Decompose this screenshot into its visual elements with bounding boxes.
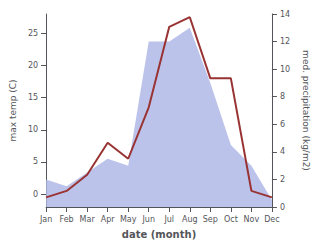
svg-text:8: 8	[280, 92, 285, 101]
svg-text:max temp (C): max temp (C)	[8, 79, 18, 141]
svg-text:Dec: Dec	[264, 215, 279, 224]
svg-text:10: 10	[28, 125, 38, 134]
svg-text:Jan: Jan	[39, 215, 52, 224]
svg-text:15: 15	[28, 93, 38, 102]
svg-text:2: 2	[280, 175, 285, 184]
svg-text:May: May	[120, 215, 137, 224]
svg-text:0: 0	[33, 190, 38, 199]
svg-text:10: 10	[280, 65, 290, 74]
svg-text:20: 20	[28, 61, 38, 70]
svg-text:Feb: Feb	[60, 215, 74, 224]
svg-text:med. precipitation (kg/m2): med. precipitation (kg/m2)	[301, 50, 311, 171]
svg-text:Sep: Sep	[203, 215, 218, 224]
svg-text:4: 4	[280, 147, 285, 156]
svg-text:14: 14	[280, 10, 290, 19]
svg-text:Nov: Nov	[244, 215, 260, 224]
svg-text:Jul: Jul	[163, 215, 174, 224]
svg-text:0: 0	[280, 203, 285, 212]
svg-text:12: 12	[280, 37, 290, 46]
svg-text:25: 25	[28, 29, 38, 38]
svg-text:Apr: Apr	[101, 215, 116, 224]
svg-text:Aug: Aug	[182, 215, 198, 224]
svg-text:Mar: Mar	[80, 215, 96, 224]
svg-text:6: 6	[280, 120, 285, 129]
svg-text:Oct: Oct	[224, 215, 238, 224]
svg-text:5: 5	[33, 157, 38, 166]
svg-text:date (month): date (month)	[122, 229, 196, 240]
svg-text:Jun: Jun	[141, 215, 155, 224]
